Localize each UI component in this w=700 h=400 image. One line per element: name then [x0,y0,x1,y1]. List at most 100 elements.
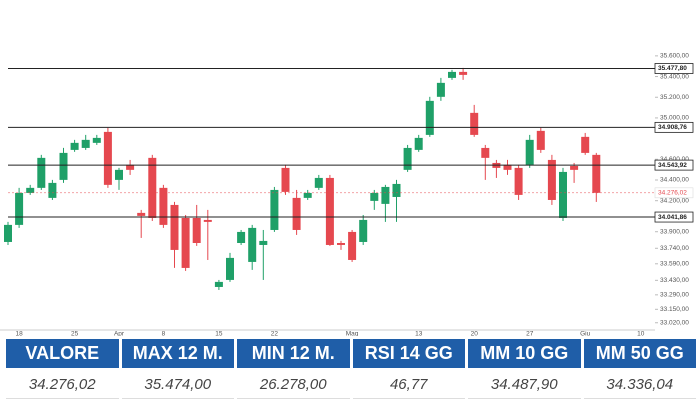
candle-body [59,152,68,180]
table-header: VALORE [6,339,119,368]
level-label: 35.477,80 [658,65,687,72]
candle-body [337,243,345,245]
level-box [654,63,694,74]
candle-body [547,159,556,200]
candle-body [159,187,168,225]
candle-body [559,171,567,218]
candle-body [4,224,12,242]
candle-body [592,154,601,193]
candle-body [459,71,468,75]
x-tick-label: 10 [637,331,645,336]
candle-body [514,167,523,195]
candle-body [370,192,379,201]
level-label: 34.908,76 [658,124,687,131]
table-header: MM 10 GG [468,339,581,368]
table-cell: 46,77 [352,370,465,399]
y-tick-label: 34.600,00 [660,156,689,163]
candle-body [103,131,112,185]
candle-body [436,82,445,97]
x-tick-label: Mag [346,331,359,336]
candle-body [92,137,101,143]
y-tick-label: 35.400,00 [660,73,689,80]
x-tick-label: Apr [114,331,125,336]
candle-body [37,157,46,188]
candle-body [448,71,456,78]
level-label: 34.041,86 [658,214,687,221]
candle-body [281,167,290,192]
candle-body [359,219,368,242]
candle-body [325,177,334,245]
candle-body [392,183,401,197]
candle-body [381,186,390,204]
candle-body [203,219,212,222]
table-cell: 34.336,04 [583,370,696,399]
table-header: MAX 12 M. [121,339,234,368]
y-tick-label: 35.000,00 [660,115,689,122]
y-tick-label: 33.290,00 [660,292,689,299]
candle-body [481,147,490,158]
table-cell: 35.474,00 [121,370,234,399]
candle-body [503,164,512,170]
x-tick-label: 18 [15,331,23,336]
candle-body [70,142,79,150]
table-header: MIN 12 M. [237,339,350,368]
y-tick-label: 33.740,00 [660,245,689,252]
candle-body [137,212,146,216]
x-tick-label: 25 [71,331,79,336]
x-tick-label: 13 [415,331,423,336]
candle-body [237,231,246,243]
candle-body [425,100,434,135]
candle-body [470,112,479,135]
level-box [654,121,694,133]
chart: 35.600,00 35.400,00 35.200,00 35.000,00 34.6… [0,53,694,338]
candle-body [81,139,90,148]
y-tick-label: 33.430,00 [660,277,689,284]
x-tick-label: 15 [215,331,223,336]
candle-body [15,192,24,225]
candle-body [292,197,301,230]
x-tick-label: 20 [471,331,479,336]
y-tick-label: 35.200,00 [660,94,689,101]
level-box [654,159,694,171]
candle-body [192,217,201,243]
candle-body [348,231,357,260]
level-label: 34.543,92 [658,162,687,169]
x-tick-label: Giu [580,331,591,336]
x-tick-label: 8 [162,331,166,336]
table-cell: 26.278,00 [237,370,350,399]
y-tick-label: 33.150,00 [660,306,689,313]
candle-body [148,157,157,218]
y-tick-label: 33.590,00 [660,261,689,268]
stats-table: VALORE MAX 12 M. MIN 12 M. RSI 14 GG MM 10 G… [6,339,696,399]
candle-body [270,189,279,230]
candle-body [303,192,312,198]
table-header: RSI 14 GG [352,339,465,368]
candle-body [26,187,35,193]
table-cell: 34.276,02 [6,370,119,399]
candle-body [525,139,534,165]
candle-body [414,137,423,150]
candle-body [48,182,57,198]
y-tick-label: 33.020,00 [660,319,689,326]
candle-body [115,169,123,180]
level-box [654,211,694,223]
candle-body [403,147,412,170]
candle-body [226,257,234,280]
candle-body [126,164,135,170]
x-tick-label: 22 [271,331,279,336]
candle-body [170,204,179,250]
candle-body [570,165,579,170]
y-tick-label: 33.900,00 [660,228,689,235]
table-cell: 34.487,90 [468,370,581,399]
candle-body [536,130,545,150]
y-tick-label: 34.200,00 [660,197,689,204]
candle-body [259,240,268,245]
x-tick-label: 27 [526,331,534,336]
candle-body [314,177,323,188]
candle-body [581,136,590,153]
candle-body [248,227,257,262]
candle-body [181,217,190,268]
table-header: MM 50 GG [583,339,696,368]
last-price-box [654,187,694,199]
